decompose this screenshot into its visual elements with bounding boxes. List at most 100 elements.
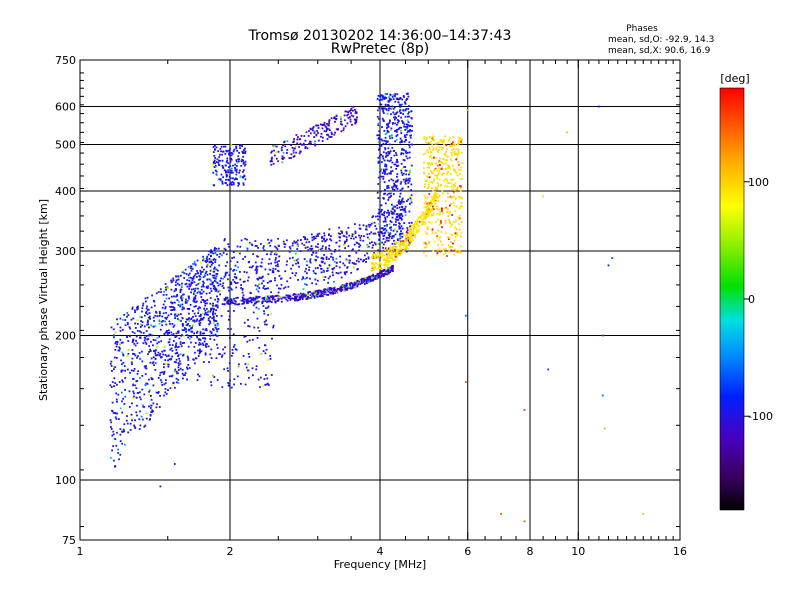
scatter-point — [386, 173, 389, 175]
scatter-point — [459, 169, 462, 171]
scatter-point — [265, 323, 268, 326]
scatter-point — [306, 297, 309, 300]
scatter-point — [166, 331, 168, 334]
scatter-point — [437, 151, 439, 153]
scatter-point — [182, 342, 184, 344]
scatter-point — [350, 114, 353, 117]
scatter-point — [354, 283, 357, 286]
y-tick-label: 100 — [55, 474, 76, 487]
scatter-point — [436, 174, 439, 176]
scatter-point — [261, 300, 264, 303]
scatter-point — [365, 228, 368, 231]
scatter-point — [423, 212, 426, 215]
scatter-point — [273, 253, 276, 256]
scatter-point — [155, 311, 158, 314]
scatter-point — [290, 144, 292, 147]
scatter-point — [384, 241, 387, 243]
scatter-point — [392, 205, 395, 208]
scatter-point — [352, 284, 355, 287]
scatter-point — [200, 296, 203, 298]
scatter-point — [171, 355, 173, 358]
scatter-point — [163, 349, 165, 352]
scatter-point — [217, 150, 220, 152]
scatter-point — [447, 155, 449, 158]
scatter-point — [435, 186, 437, 189]
scatter-point — [250, 292, 252, 295]
scatter-point — [193, 345, 196, 348]
scatter-point — [405, 139, 407, 141]
scatter-point — [193, 319, 196, 322]
scatter-point — [232, 346, 235, 348]
scatter-point — [404, 240, 407, 243]
scatter-point — [121, 328, 124, 331]
scatter-point — [460, 139, 462, 142]
scatter-point — [437, 243, 440, 246]
scatter-point — [390, 107, 392, 110]
scatter-point — [153, 304, 156, 307]
scatter-point — [394, 180, 397, 183]
scatter-point — [197, 355, 200, 357]
scatter-point — [458, 251, 461, 254]
scatter-point — [308, 266, 311, 269]
scatter-point — [195, 320, 198, 322]
scatter-point — [267, 238, 269, 241]
scatter-point — [384, 247, 387, 250]
scatter-point — [438, 178, 441, 181]
scatter-point — [376, 134, 379, 137]
scatter-point — [378, 122, 380, 125]
scatter-point — [460, 151, 463, 154]
scatter-point — [240, 164, 243, 167]
scatter-point — [157, 392, 160, 394]
scatter-point — [228, 166, 230, 168]
scatter-point — [322, 257, 325, 260]
scatter-point — [150, 395, 152, 397]
scatter-point — [183, 327, 186, 329]
scatter-point — [141, 321, 144, 323]
scatter-point — [429, 163, 432, 166]
scatter-point — [355, 119, 358, 122]
scatter-point — [315, 124, 318, 127]
scatter-point — [321, 140, 324, 142]
scatter-point — [382, 119, 385, 122]
scatter-point — [405, 127, 408, 130]
scatter-point — [212, 322, 215, 325]
scatter-point — [214, 166, 217, 168]
scatter-point — [135, 380, 138, 383]
scatter-point — [426, 175, 428, 178]
scatter-point — [300, 150, 302, 153]
scatter-point — [393, 113, 396, 116]
scatter-point — [242, 299, 244, 302]
scatter-point — [201, 292, 203, 295]
scatter-point — [180, 297, 183, 300]
scatter-point — [387, 109, 390, 112]
scatter-point — [392, 236, 395, 239]
scatter-point — [172, 326, 175, 328]
scatter-point — [447, 182, 450, 184]
scatter-point — [442, 253, 445, 256]
scatter-point — [212, 258, 215, 261]
scatter-point — [386, 129, 389, 132]
scatter-point — [439, 185, 442, 187]
scatter-point — [114, 412, 116, 414]
scatter-point — [189, 267, 192, 270]
scatter-point — [219, 293, 221, 296]
scatter-point — [243, 298, 246, 301]
scatter-point — [140, 320, 142, 322]
scatter-point — [165, 286, 167, 289]
scatter-point — [193, 291, 195, 293]
scatter-point — [301, 298, 304, 300]
scatter-point — [457, 154, 459, 157]
scatter-point — [366, 252, 369, 255]
scatter-point — [357, 283, 360, 285]
scatter-point — [186, 366, 188, 369]
scatter-point — [388, 107, 390, 110]
scatter-point — [374, 278, 376, 280]
scatter-point — [438, 195, 441, 198]
scatter-point — [231, 348, 234, 351]
scatter-point — [233, 256, 235, 259]
scatter-point — [456, 234, 459, 237]
scatter-point — [401, 232, 404, 235]
scatter-point — [442, 172, 445, 175]
scatter-point — [384, 216, 387, 219]
scatter-point — [285, 263, 288, 266]
